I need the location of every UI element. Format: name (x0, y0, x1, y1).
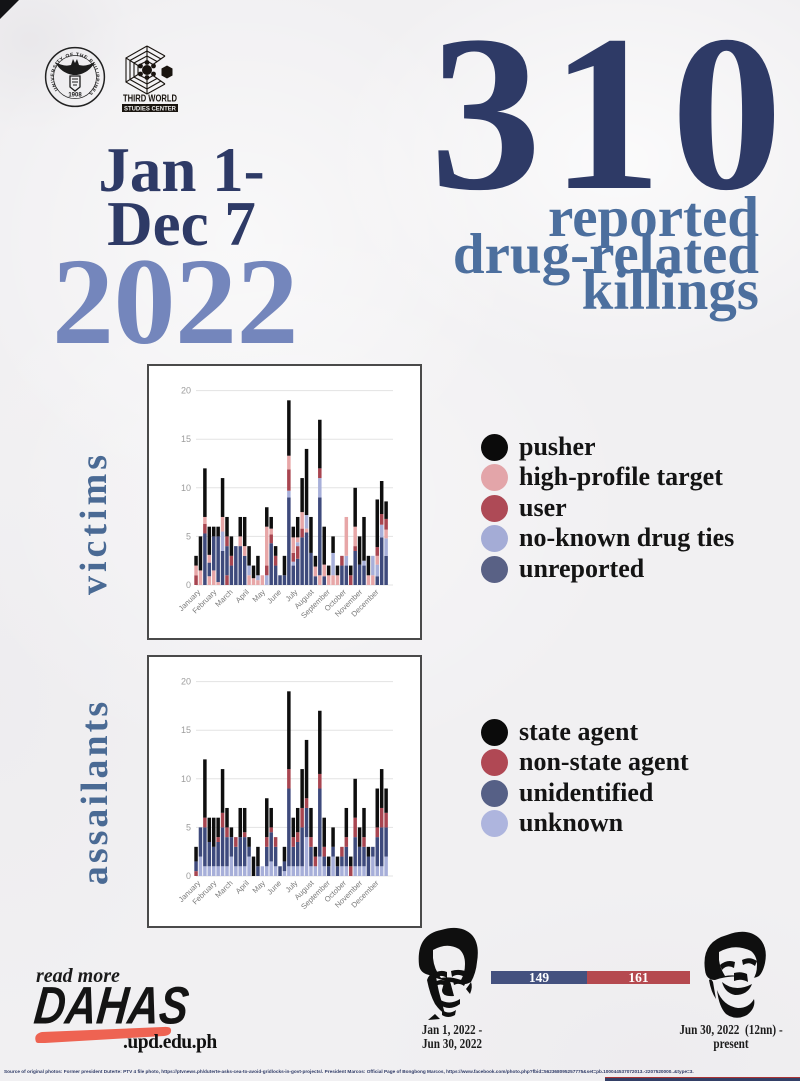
svg-text:5: 5 (186, 822, 191, 832)
svg-text:10: 10 (181, 483, 191, 493)
svg-text:1908: 1908 (68, 93, 82, 99)
svg-text:THIRD WORLD: THIRD WORLD (123, 94, 177, 105)
svg-text:10: 10 (181, 774, 191, 784)
svg-text:15: 15 (181, 725, 191, 735)
svg-text:0: 0 (186, 580, 191, 590)
svg-text:20: 20 (181, 386, 191, 396)
svg-text:20: 20 (181, 677, 191, 687)
svg-text:STUDIES CENTER: STUDIES CENTER (124, 105, 177, 112)
svg-text:5: 5 (186, 531, 191, 541)
svg-text:15: 15 (181, 434, 191, 444)
svg-text:0: 0 (186, 871, 191, 881)
